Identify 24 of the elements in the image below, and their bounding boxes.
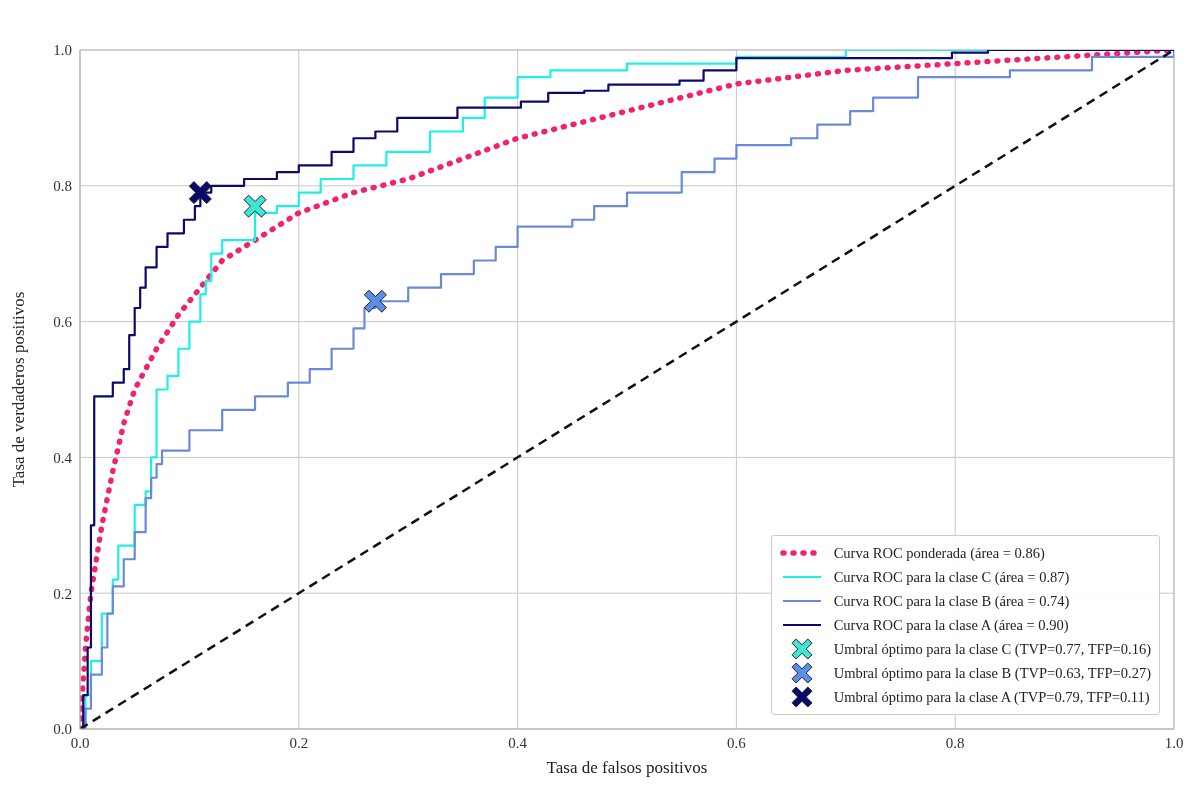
x-tick-label: 1.0: [1164, 734, 1184, 751]
y-tick-label: 0.4: [53, 449, 73, 466]
y-axis-title: Tasa de verdaderos positivos: [9, 291, 29, 488]
y-tick-label: 1.0: [53, 42, 72, 59]
y-tick-label: 0.8: [53, 178, 72, 195]
y-tick-label: 0.6: [53, 313, 73, 330]
legend-label: Curva ROC ponderada (área = 0.86): [833, 544, 1045, 562]
point: [243, 194, 267, 218]
point: [188, 181, 212, 205]
legend-label: Umbral óptimo para la clase B (TVP=0.63, TFP=0.27): [833, 664, 1151, 682]
x-tick-label: 0.8: [945, 734, 965, 751]
y-tick-label: 0.2: [53, 585, 72, 602]
x-tick-label: 0.6: [727, 734, 747, 751]
legend-label: Umbral óptimo para la clase C (TVP=0.77, TFP=0.16): [833, 640, 1151, 658]
legend-label: Umbral óptimo para la clase A (TVP=0.79, TFP=0.11): [833, 688, 1150, 706]
x-tick-label: 0.0: [70, 734, 90, 751]
x-tick-label: 0.4: [508, 734, 528, 751]
legend-label: Curva ROC para la clase A (área = 0.90): [833, 616, 1069, 634]
point: [363, 289, 387, 313]
x-axis-title: Tasa de falsos positivos: [546, 758, 708, 777]
legend-label: Curva ROC para la clase C (área = 0.87): [833, 568, 1070, 586]
x-tick-label: 0.2: [289, 734, 309, 751]
y-tick-label: 0.0: [53, 721, 72, 738]
legend-label: Curva ROC para la clase B (área = 0.74): [833, 592, 1070, 610]
